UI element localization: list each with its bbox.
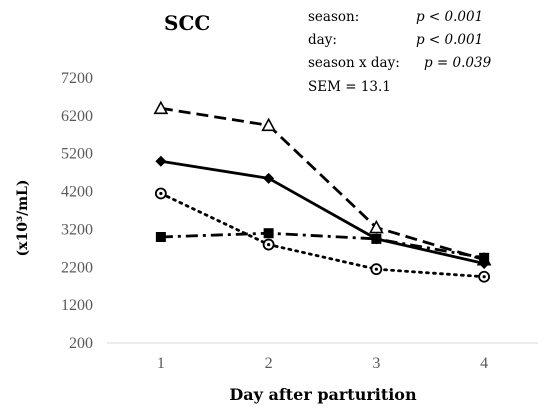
stat-label-season: season: [308,9,359,25]
y-tick-label: 1200 [61,297,93,314]
x-tick-label: 1 [157,355,165,372]
data-point-1-3 [369,219,384,234]
data-point-3-3 [370,263,383,276]
y-tick-label: 5200 [61,146,93,163]
series-line-1 [160,106,485,262]
data-point-2-2 [263,172,275,184]
x-tick-labels: 1 2 3 4 [157,355,488,372]
chart-title: SCC [164,11,210,35]
y-axis-label: (x10³/mL) [15,180,31,257]
data-point-2-1 [155,155,167,167]
y-tick-label: 7200 [61,70,93,87]
stat-sem: SEM = 13.1 [308,79,391,95]
x-tick-label: 3 [372,355,380,372]
marker-dot [374,267,378,271]
data-point-4-3 [371,233,382,244]
data-point-1-1 [153,100,169,115]
y-tick-label: 6200 [61,108,93,125]
marker-dot [159,191,163,196]
data-point-3-4 [478,270,491,283]
data-point-3-1 [154,187,167,200]
x-tick-label: 4 [480,355,488,372]
y-tick-label: 3200 [61,221,93,238]
stats-box: season: p < 0.001 day: p < 0.001 season … [308,9,492,95]
data-point-4-4 [479,252,490,263]
y-tick-label: 200 [69,335,93,352]
data-point-1-2 [261,117,276,132]
y-tick-label: 4200 [61,184,93,201]
marker-dot [482,275,486,279]
stat-label-season-x-day: season x day: [308,55,400,71]
stat-value-day: p < 0.001 [416,32,483,48]
data-point-4-2 [263,228,274,239]
series-line-3 [159,192,486,279]
data-point-3-2 [262,238,275,251]
series-layer [153,100,492,283]
series-line-4 [160,231,485,260]
x-tick-label: 2 [265,355,273,372]
data-point-4-1 [155,232,166,242]
stat-value-season: p < 0.001 [416,9,483,25]
y-tick-labels: 200 1200 2200 3200 4200 5200 6200 7200 [61,70,93,352]
y-tick-label: 2200 [61,259,93,276]
x-axis-label: Day after parturition [229,385,417,404]
stat-value-season-x-day: p = 0.039 [424,55,492,71]
marker-dot [267,242,271,247]
series-line-2 [160,159,485,265]
stat-label-day: day: [308,32,337,48]
